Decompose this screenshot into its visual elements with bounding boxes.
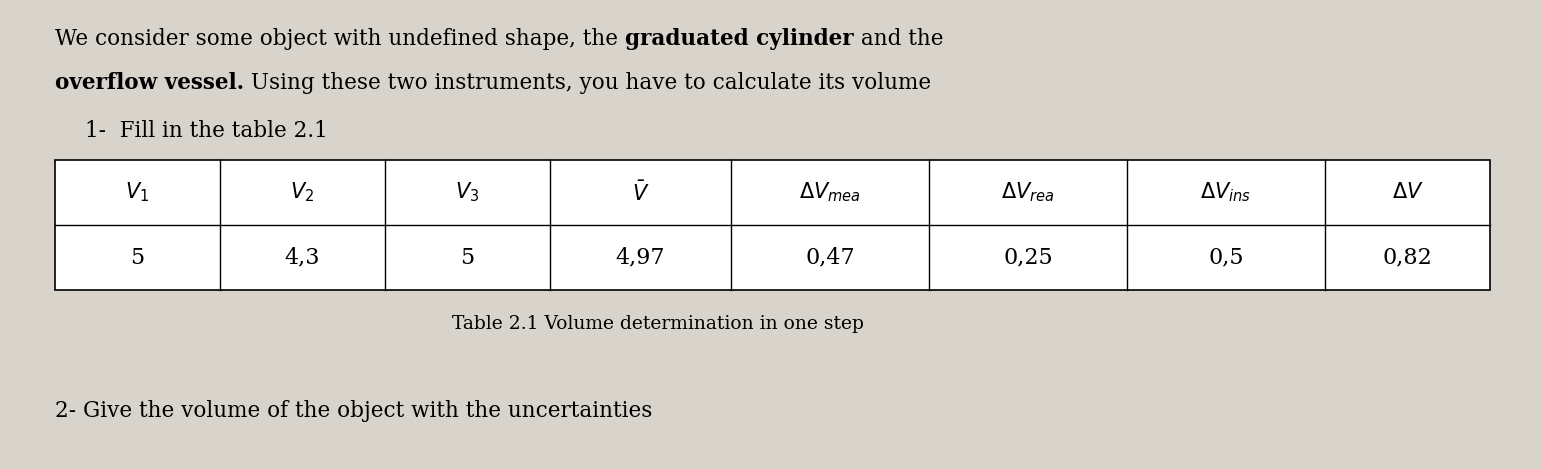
Text: $V_3$: $V_3$: [455, 181, 480, 204]
Text: and the: and the: [854, 28, 944, 50]
Text: $\Delta V_{mea}$: $\Delta V_{mea}$: [799, 181, 860, 204]
Text: $\Delta V$: $\Delta V$: [1391, 182, 1423, 203]
Text: $\Delta V_{rea}$: $\Delta V_{rea}$: [1001, 181, 1055, 204]
Text: $\bar{V}$: $\bar{V}$: [632, 181, 649, 204]
Text: 4,3: 4,3: [285, 247, 321, 268]
Text: 0,47: 0,47: [805, 247, 856, 268]
Text: graduated cylinder: graduated cylinder: [625, 28, 854, 50]
Text: $V_2$: $V_2$: [290, 181, 315, 204]
Text: $\Delta V_{ins}$: $\Delta V_{ins}$: [1201, 181, 1252, 204]
Text: We consider some object with undefined shape, the: We consider some object with undefined s…: [56, 28, 625, 50]
Text: 2- Give the volume of the object with the uncertainties: 2- Give the volume of the object with th…: [56, 400, 652, 422]
Text: overflow vessel.: overflow vessel.: [56, 72, 244, 94]
Text: 5: 5: [131, 247, 145, 268]
Text: 0,82: 0,82: [1383, 247, 1433, 268]
Text: Using these two instruments, you have to calculate its volume: Using these two instruments, you have to…: [244, 72, 931, 94]
Text: Table 2.1 Volume determination in one step: Table 2.1 Volume determination in one st…: [452, 315, 864, 333]
Text: 0,5: 0,5: [1209, 247, 1244, 268]
Text: 5: 5: [461, 247, 475, 268]
Text: 0,25: 0,25: [1004, 247, 1053, 268]
Text: 1-  Fill in the table 2.1: 1- Fill in the table 2.1: [85, 120, 328, 142]
Text: 4,97: 4,97: [615, 247, 665, 268]
FancyBboxPatch shape: [56, 160, 1490, 290]
Text: $V_1$: $V_1$: [125, 181, 150, 204]
